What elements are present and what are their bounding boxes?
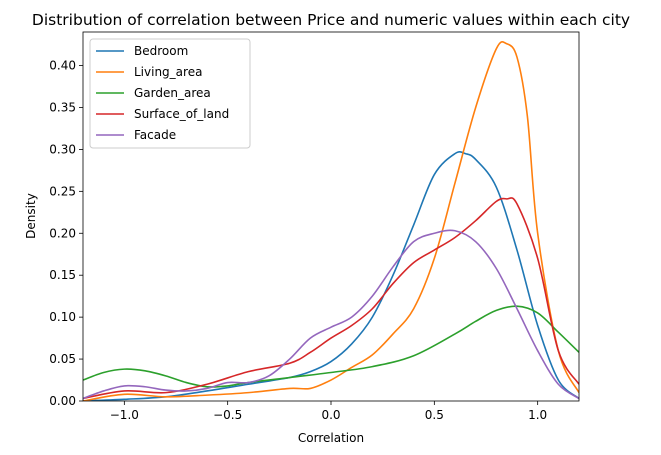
y-tick-label: 0.30 [49, 142, 76, 156]
legend-label-living-area: Living_area [134, 65, 202, 79]
y-tick-label: 0.10 [49, 310, 76, 324]
legend: Bedroom Living_area Garden_area Surface_of_… [89, 38, 251, 149]
x-axis: −1.0 −0.5 0.0 0.5 1.0 [110, 401, 547, 422]
y-axis-title: Density [24, 193, 38, 239]
legend-label-surface-of-land: Surface_of_land [134, 107, 229, 121]
x-tick-label: −1.0 [110, 408, 139, 422]
x-axis-title: Correlation [298, 431, 364, 445]
y-tick-label: 0.20 [49, 226, 76, 240]
y-tick-label: 0.15 [49, 268, 76, 282]
legend-label-garden-area: Garden_area [134, 86, 211, 100]
series-line-facade [83, 229, 579, 400]
legend-frame [89, 38, 251, 149]
x-tick-label: 0.5 [425, 408, 444, 422]
legend-label-bedroom: Bedroom [134, 44, 188, 58]
y-tick-label: 0.25 [49, 184, 76, 198]
y-tick-label: 0.00 [49, 394, 76, 408]
series-line-surface-of-land [83, 197, 579, 400]
series-line-bedroom [83, 151, 579, 401]
series-line-garden-area [83, 305, 579, 388]
chart-title: Distribution of correlation between Pric… [32, 11, 630, 29]
y-tick-label: 0.35 [49, 100, 76, 114]
plot-lines [83, 40, 579, 401]
x-tick-label: −0.5 [213, 408, 242, 422]
legend-label-facade: Facade [134, 128, 176, 142]
x-tick-label: 1.0 [528, 408, 547, 422]
y-axis: 0.00 0.05 0.10 0.15 0.20 0.25 0.30 0.35 0.40 [49, 59, 83, 408]
series-line-living-area [83, 40, 579, 401]
y-tick-label: 0.40 [49, 59, 76, 73]
y-tick-label: 0.05 [49, 352, 76, 366]
x-tick-label: 0.0 [321, 408, 340, 422]
